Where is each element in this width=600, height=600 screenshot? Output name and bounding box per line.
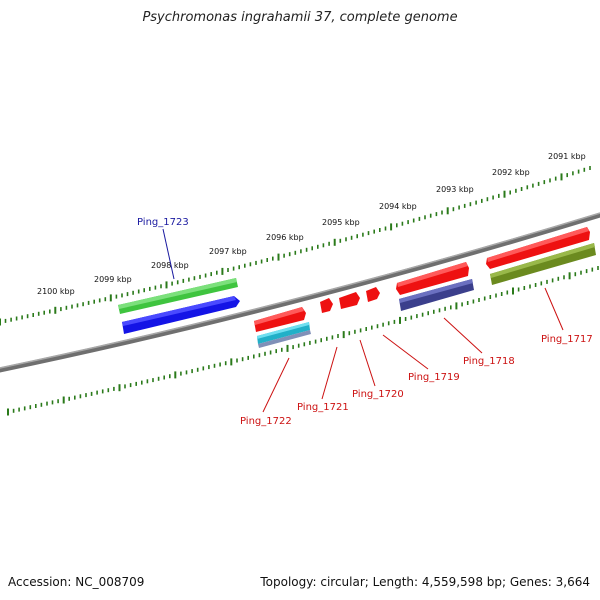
gene-label-ping-1719[interactable]: Ping_1719: [408, 372, 460, 383]
map-title: Psychromonas ingrahamii 37, complete gen…: [142, 10, 458, 25]
leader-ping-1718: [443, 317, 483, 354]
leader-ping-1721: [321, 346, 338, 400]
gene-ping-1721[interactable]: [320, 298, 333, 313]
accession-text: Accession: NC_008709: [8, 575, 145, 589]
gene-label-ping-1721[interactable]: Ping_1721: [297, 402, 349, 413]
leader-ping-1720: [359, 339, 376, 387]
gene-ping-1722[interactable]: [254, 307, 311, 348]
scale-label-2091: 2091 kbp: [548, 152, 586, 161]
gene-labels: Ping_1723 Ping_1722 Ping_1721 Ping_1720 …: [137, 217, 593, 427]
scale-label-2096: 2096 kbp: [266, 233, 304, 242]
gene-ping-1718[interactable]: [396, 262, 474, 311]
gene-ping-1717[interactable]: [486, 227, 596, 285]
genome-summary-text: Topology: circular; Length: 4,559,598 bp…: [260, 575, 590, 589]
gene-label-ping-1723[interactable]: Ping_1723: [137, 217, 189, 228]
gene-label-ping-1717[interactable]: Ping_1717: [541, 334, 593, 345]
leader-ping-1717: [544, 287, 564, 331]
scale-label-2100: 2100 kbp: [37, 287, 75, 296]
gene-label-ping-1720[interactable]: Ping_1720: [352, 389, 404, 400]
gene-ping-1723[interactable]: [118, 278, 240, 334]
gene-ping-1719[interactable]: [366, 287, 380, 302]
genome-backbone: [0, 212, 600, 373]
leader-ping-1723: [162, 228, 175, 280]
leader-lines: [162, 228, 564, 413]
inner-scale-ticks: [7, 266, 599, 416]
gene-ping-1720[interactable]: [339, 292, 360, 309]
scale-label-2094: 2094 kbp: [379, 202, 417, 211]
gene-label-ping-1722[interactable]: Ping_1722: [240, 416, 292, 427]
scale-label-2098: 2098 kbp: [151, 261, 189, 270]
outer-scale-ticks: [0, 166, 591, 326]
scale-label-2099: 2099 kbp: [94, 275, 132, 284]
scale-labels: 2091 kbp 2092 kbp 2093 kbp 2094 kbp 2095…: [37, 152, 586, 296]
scale-label-2097: 2097 kbp: [209, 247, 247, 256]
scale-label-2095: 2095 kbp: [322, 218, 360, 227]
leader-ping-1722: [262, 357, 290, 413]
gene-label-ping-1718[interactable]: Ping_1718: [463, 356, 515, 367]
leader-ping-1719: [382, 334, 429, 370]
scale-label-2092: 2092 kbp: [492, 168, 530, 177]
scale-label-2093: 2093 kbp: [436, 185, 474, 194]
